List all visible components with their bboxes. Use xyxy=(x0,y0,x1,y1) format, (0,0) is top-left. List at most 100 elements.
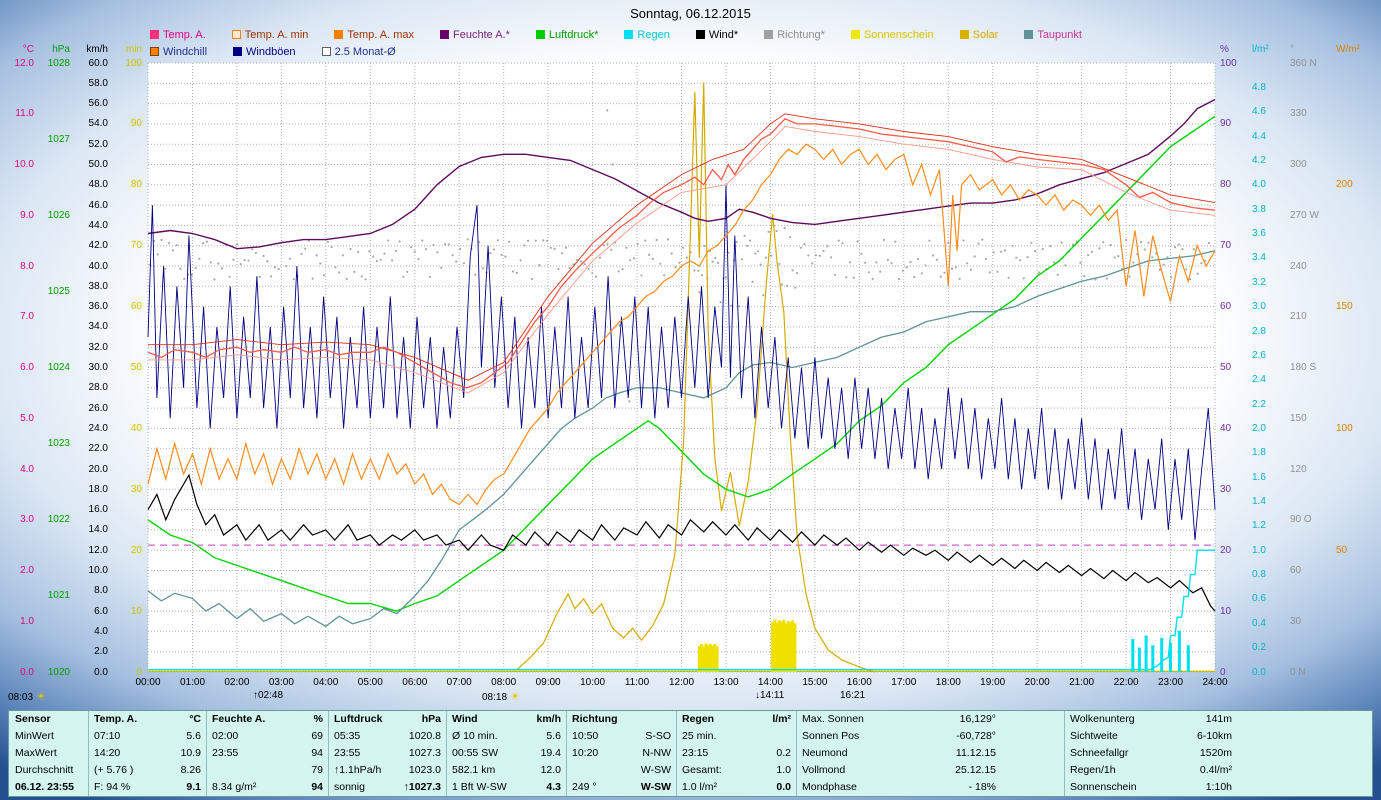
legend-label: Solar xyxy=(972,28,999,41)
axis-tick: 8.0 xyxy=(20,260,34,272)
legend-item-monat[interactable]: 2.5 Monat-Ø xyxy=(321,45,396,58)
table-info-cell: Neumond 11.12.15 xyxy=(797,745,1065,762)
series-windchill xyxy=(147,143,1216,506)
legend-label: Feuchte A.* xyxy=(453,28,510,41)
table-info-cell: Mondphase - 18% xyxy=(797,779,1065,796)
legend-item-temp-max[interactable]: Temp. A. max xyxy=(334,29,414,41)
x-axis-label: 08:00 xyxy=(491,677,517,688)
axis-tick: 10.0 xyxy=(14,159,34,170)
axis-header-wm2: W/m² xyxy=(1336,44,1360,55)
table-info-cell: Sonnen Pos -60,728° xyxy=(797,728,1065,745)
axis-tick: 100 xyxy=(1220,57,1237,69)
legend-label: 2.5 Monat-Ø xyxy=(334,45,396,58)
chart-canvas[interactable] xyxy=(147,62,1216,673)
axis-tick: 4.2 xyxy=(1252,154,1266,166)
axis-tick: 90 O xyxy=(1290,514,1312,526)
axis-tick: 60 xyxy=(1220,301,1232,313)
axis-tick: 100 xyxy=(1336,422,1353,434)
table-cell: 23:55 94 xyxy=(207,745,329,762)
axis-tick: 1023 xyxy=(47,438,70,450)
table-row-label: MaxWert xyxy=(9,745,89,762)
series-temp-min xyxy=(148,125,1216,394)
axis-tick: 50.0 xyxy=(88,159,108,170)
series-wind xyxy=(147,473,1216,612)
series-regen xyxy=(148,549,1215,671)
legend-swatch-icon xyxy=(1024,30,1034,39)
axis-tick: 60.0 xyxy=(88,57,108,69)
axis-tick: 100 xyxy=(125,57,142,69)
table-cell: 07:10 5.6 xyxy=(89,728,207,745)
axis-tick: 6.0 xyxy=(94,605,108,617)
axis-tick: 60 xyxy=(130,301,142,313)
axis-tick: 0.0 xyxy=(20,666,34,678)
table-cell: (+ 5.76 ) 8.26 xyxy=(89,762,207,779)
table-cell: F: 94 % 9.1 xyxy=(89,779,207,796)
axis-header-deg: ° xyxy=(1290,44,1294,55)
axis-tick: 2.2 xyxy=(1252,398,1266,410)
legend-item-taupunkt[interactable]: Taupunkt xyxy=(1024,29,1082,41)
axis-tick: 28.0 xyxy=(88,382,108,394)
legend-item-windchill[interactable]: Windchill xyxy=(150,46,207,58)
legend-item-solar[interactable]: Solar xyxy=(959,28,999,41)
axis-tick: 58.0 xyxy=(88,77,108,89)
table-cell: 10:50 S-SO xyxy=(567,728,677,745)
x-axis-label: 01:00 xyxy=(179,677,206,688)
axis-tick: 4.0 xyxy=(1252,179,1266,191)
axis-header-kmh: km/h xyxy=(86,44,108,55)
axis-tick: 50 xyxy=(1336,544,1348,556)
axis-tick: 0.4 xyxy=(1252,617,1266,629)
x-axis-label: 21:00 xyxy=(1069,677,1095,688)
legend-item-temp-min[interactable]: Temp. A. min xyxy=(231,28,309,41)
table-cell: W-SW xyxy=(567,762,677,779)
summary-table: Sensor Temp. A. °C Feuchte A.% Luftdruck hPa W… xyxy=(8,710,1373,797)
table-cell: 1.0 l/m² 0.0 xyxy=(677,779,797,796)
legend-swatch-icon xyxy=(959,30,969,39)
axis-tick: 1027 xyxy=(47,133,70,145)
table-info-cell: Regen/1h 0.4l/m² xyxy=(1070,764,1232,776)
legend-item-temp[interactable]: Temp. A. xyxy=(150,29,206,41)
legend-item-luftdruck[interactable]: Luftdruck* xyxy=(535,29,598,41)
legend-label: Temp. A. xyxy=(163,28,206,41)
series-taupunkt xyxy=(147,250,1216,628)
legend-swatch-icon xyxy=(321,47,331,56)
axis-tick: 240 xyxy=(1290,260,1307,272)
table-cell: Richtung xyxy=(567,711,677,728)
x-axis-label: 00:00 xyxy=(135,677,161,688)
axis-tick: 4.0 xyxy=(20,463,34,475)
axis-tick: 1020 xyxy=(47,666,70,678)
axis-tick: 52.0 xyxy=(88,138,108,150)
legend-item-regen[interactable]: Regen xyxy=(624,29,670,41)
legend-item-windboeen[interactable]: Windböen xyxy=(233,46,296,58)
axis-tick: 0.0 xyxy=(94,666,108,678)
plot-area xyxy=(147,62,1216,673)
legend-item-sonnenschein[interactable]: Sonnenschein xyxy=(850,29,934,41)
axis-header-pct: % xyxy=(1220,44,1229,55)
table-info-cell: Max. Sonnen 16,129° xyxy=(797,711,1065,728)
x-axis-label: 10:00 xyxy=(580,677,606,688)
series-temp-max xyxy=(148,113,1216,381)
axis-tick: 3.4 xyxy=(1252,252,1266,264)
axis-tick: 24.0 xyxy=(88,422,108,434)
legend-item-richtung[interactable]: Richtung* xyxy=(764,29,825,41)
axis-tick: 330 xyxy=(1290,108,1307,120)
legend-item-feuchte[interactable]: Feuchte A.* xyxy=(440,29,510,41)
legend-label: Taupunkt xyxy=(1037,28,1082,41)
legend-label: Richtung* xyxy=(777,28,825,41)
axis-tick: 1026 xyxy=(47,209,70,221)
axis-tick: 3.0 xyxy=(20,514,34,526)
legend-item-wind[interactable]: Wind* xyxy=(695,28,739,41)
series-temp xyxy=(147,118,1216,389)
table-cell: 02:00 69 xyxy=(207,728,329,745)
axis-tick: 200 xyxy=(1336,179,1353,191)
legend-swatch-icon xyxy=(535,30,545,39)
legend-label: Temp. A. min xyxy=(244,28,309,41)
axis-tick: 80 xyxy=(130,179,142,191)
axis-tick: 210 xyxy=(1290,311,1307,323)
axis-tick: 3.8 xyxy=(1252,203,1266,215)
legend-label: Wind* xyxy=(708,28,739,41)
table-cell: 1 Bft W-SW 4.3 xyxy=(447,779,567,796)
legend-label: Temp. A. max xyxy=(347,28,415,41)
x-axis-label: 24:00 xyxy=(1202,677,1228,688)
axis-tick: 1.0 xyxy=(20,615,34,627)
